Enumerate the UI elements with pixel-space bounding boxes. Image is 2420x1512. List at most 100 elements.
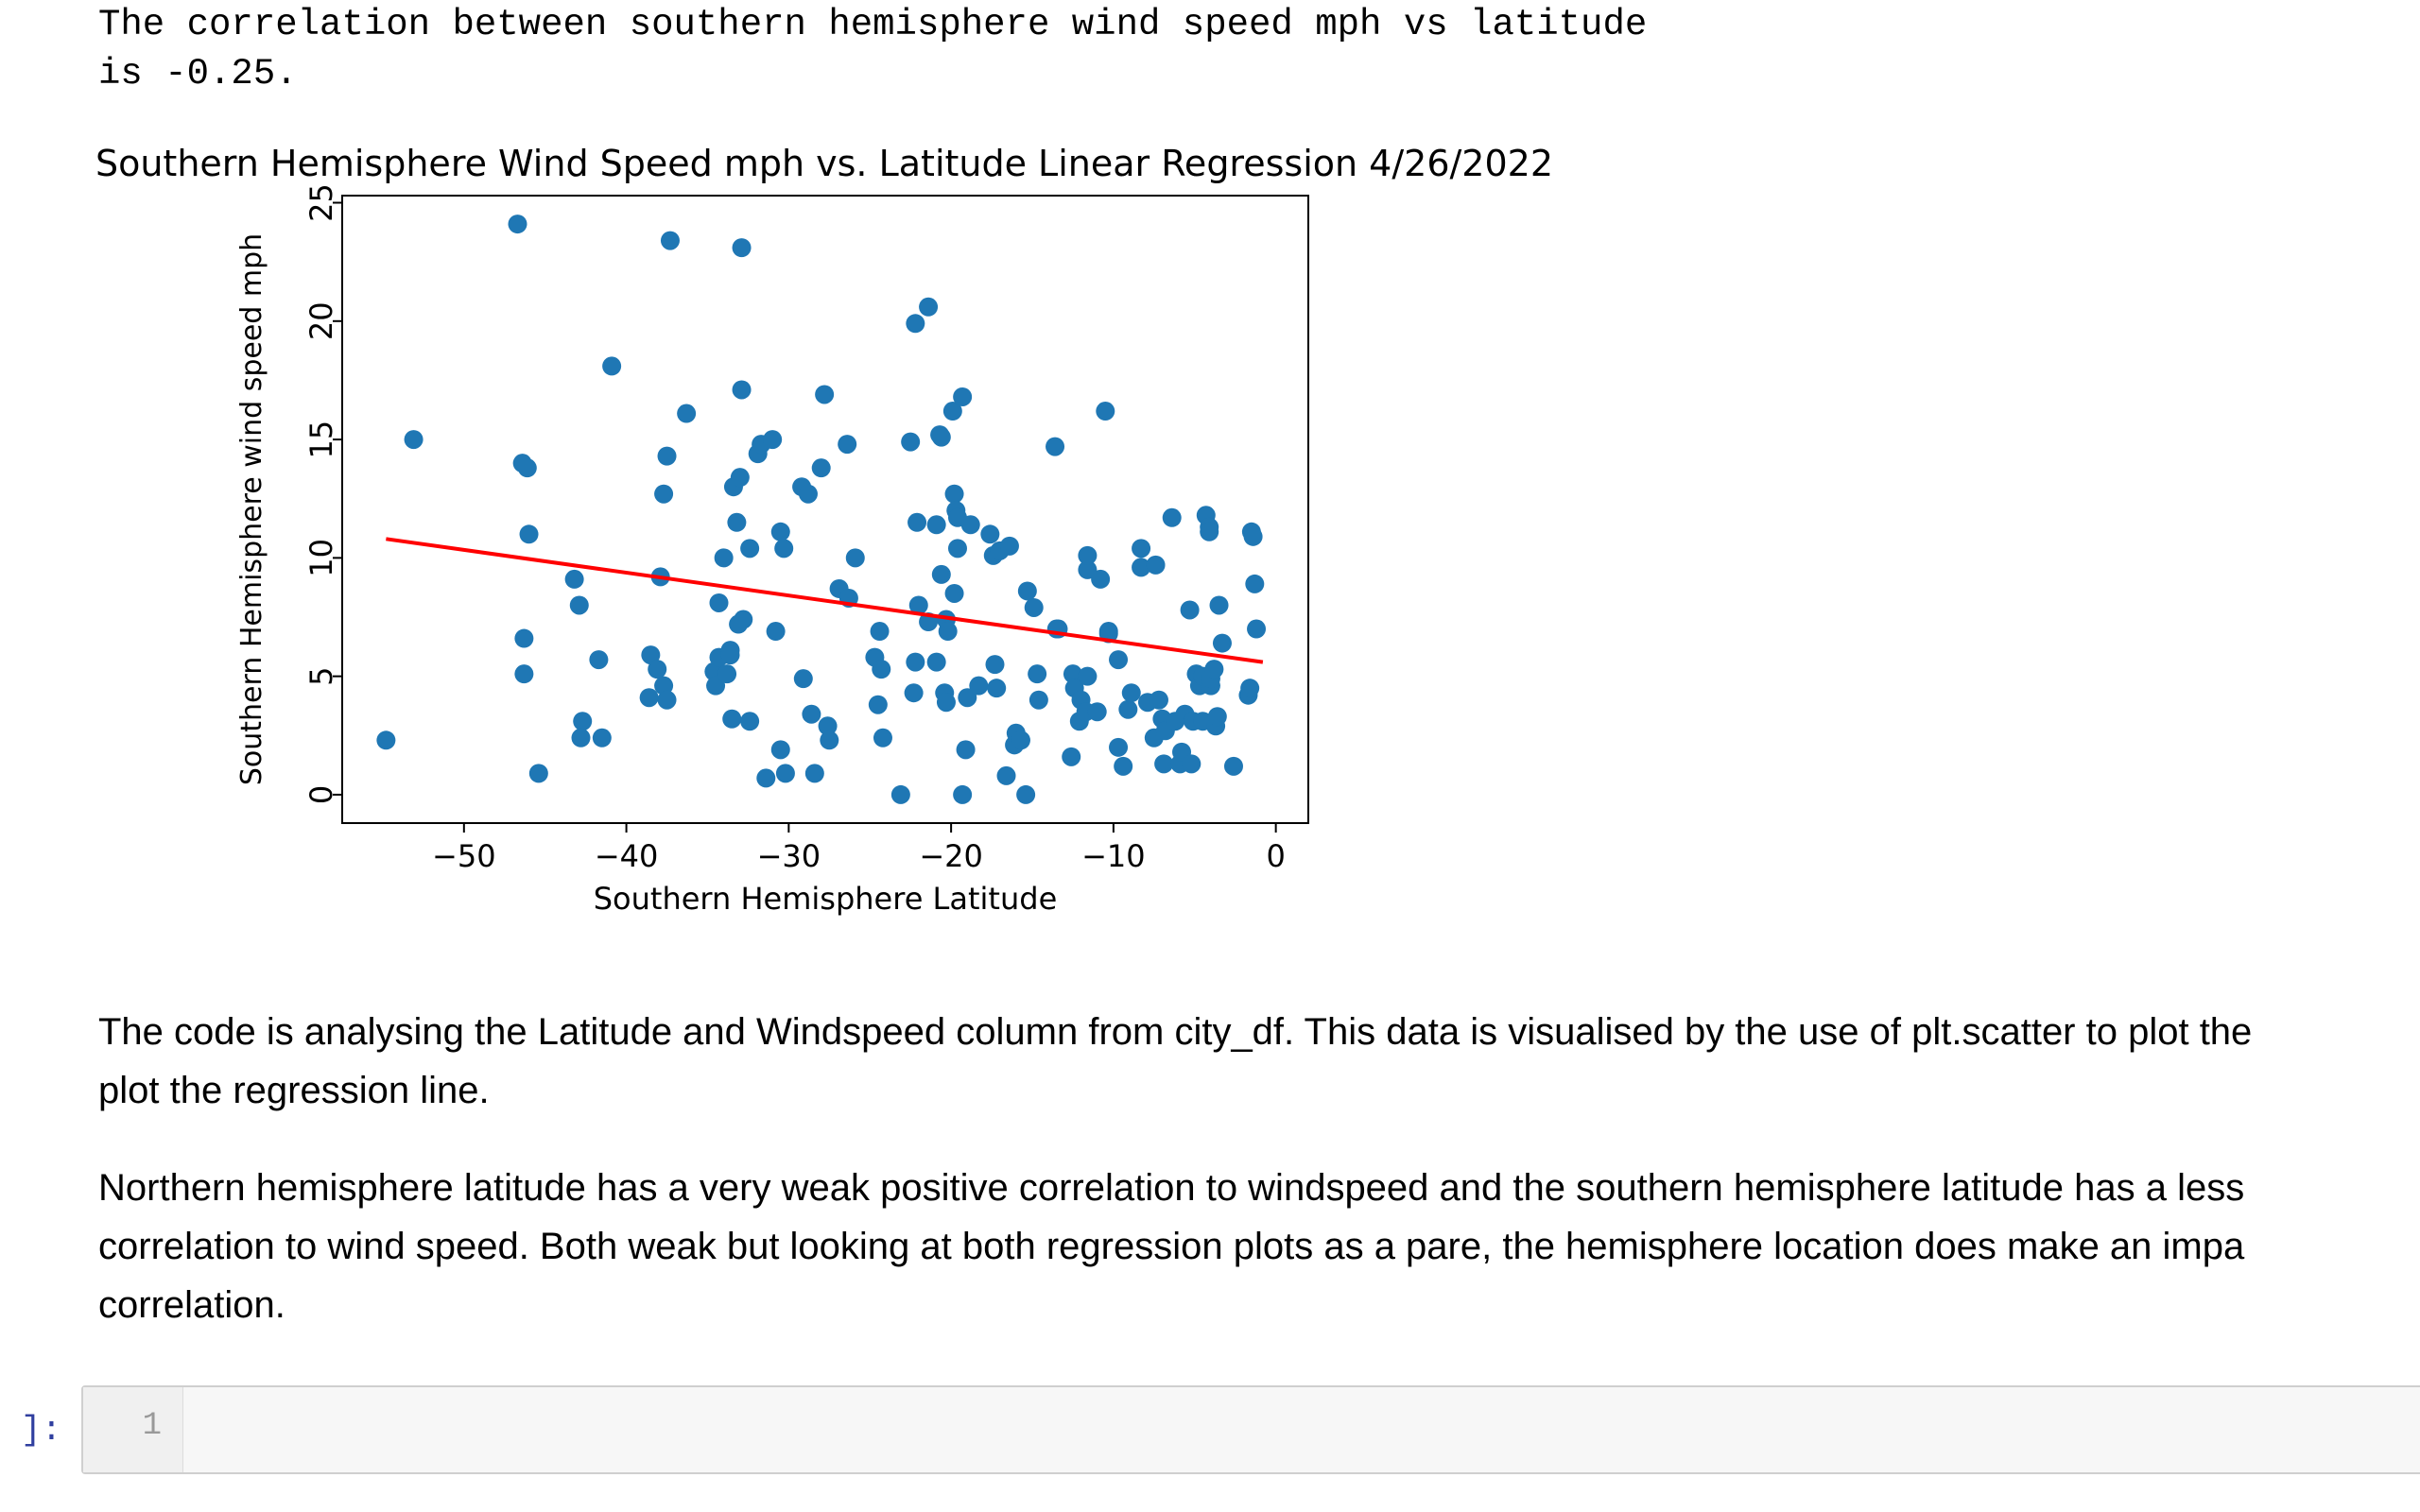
x-tick-label: −50 <box>432 838 496 874</box>
y-tick-label: 25 <box>303 183 339 222</box>
x-axis-label: Southern Hemisphere Latitude <box>594 881 1058 917</box>
data-point <box>660 231 680 250</box>
data-point <box>947 539 967 558</box>
data-point <box>942 402 962 421</box>
md-para2-line-3: correlation. <box>98 1284 285 1326</box>
data-point <box>1212 633 1232 653</box>
x-tick-label: −40 <box>595 838 659 874</box>
data-point <box>908 512 927 532</box>
output-line-2: is -0.25. <box>98 53 298 94</box>
data-point <box>1109 737 1129 757</box>
data-point <box>404 430 424 450</box>
x-tick-label: −30 <box>757 838 821 874</box>
data-point <box>1078 559 1098 579</box>
data-point <box>969 676 989 696</box>
data-point <box>571 728 591 747</box>
data-point <box>872 660 891 679</box>
data-point <box>1247 619 1267 639</box>
data-point <box>727 512 747 532</box>
data-point <box>639 688 659 708</box>
md-para1-line-2: plot the regression line. <box>98 1070 490 1111</box>
data-point <box>1162 507 1182 527</box>
data-point <box>677 404 697 423</box>
data-point <box>931 427 951 447</box>
data-point <box>756 768 776 788</box>
data-point <box>1146 555 1166 575</box>
data-point <box>654 484 674 504</box>
data-point <box>732 380 752 400</box>
data-point <box>706 676 726 696</box>
plot-layer <box>376 215 1267 804</box>
data-point <box>793 669 813 689</box>
data-point <box>1240 679 1260 698</box>
data-point <box>1121 683 1141 703</box>
data-point <box>1132 558 1151 577</box>
cell-output-text: The correlation between southern hemisph… <box>98 0 1647 98</box>
x-tick-label: 0 <box>1266 838 1285 874</box>
data-point <box>592 728 612 747</box>
data-point <box>1028 690 1048 710</box>
data-point <box>519 524 539 544</box>
data-point <box>1180 600 1200 620</box>
data-point <box>908 595 928 615</box>
data-point <box>766 622 786 642</box>
data-point <box>944 583 964 603</box>
data-point <box>1091 569 1111 589</box>
data-point <box>815 385 835 404</box>
data-point <box>717 664 737 684</box>
data-point <box>514 628 534 648</box>
data-point <box>1114 756 1133 776</box>
data-point <box>1132 539 1151 558</box>
data-point <box>1011 730 1030 750</box>
data-point <box>953 784 973 804</box>
data-point <box>528 764 548 783</box>
md-para2-line-1: Northern hemisphere latitude has a very … <box>98 1167 2245 1209</box>
data-point <box>514 664 534 684</box>
data-point <box>564 569 584 589</box>
data-point <box>376 730 396 750</box>
data-point <box>1024 597 1044 617</box>
data-point <box>987 679 1007 698</box>
code-editor[interactable] <box>185 1387 2420 1472</box>
regression-line <box>386 537 1264 664</box>
data-point <box>1016 784 1036 804</box>
data-point <box>641 645 661 665</box>
data-point <box>508 215 527 234</box>
data-point <box>996 765 1016 785</box>
data-point <box>944 484 964 504</box>
data-point <box>798 484 818 504</box>
data-point <box>1028 664 1047 684</box>
data-point <box>802 704 821 724</box>
code-cell[interactable]: 1 <box>81 1385 2420 1474</box>
data-point <box>980 524 1000 544</box>
md-para2-line-2: correlation to wind speed. Both weak but… <box>98 1226 2245 1267</box>
x-tick-label: −20 <box>919 838 983 874</box>
data-point <box>818 716 838 736</box>
axis-layer: −50 −40 −30 −20 −10 0 0 5 10 15 20 25 <box>303 183 1286 874</box>
data-point <box>709 593 729 612</box>
data-point <box>938 622 958 642</box>
data-point <box>1078 666 1098 686</box>
data-point <box>845 548 865 568</box>
data-point <box>1149 690 1168 710</box>
data-point <box>1118 699 1138 719</box>
data-point <box>960 515 980 535</box>
data-point <box>931 564 951 584</box>
data-point <box>770 522 790 541</box>
data-point <box>1204 660 1224 679</box>
plot-frame <box>341 195 1309 824</box>
data-point <box>1223 756 1243 776</box>
data-point <box>811 458 831 478</box>
y-tick-label: 20 <box>303 301 339 340</box>
data-point <box>1046 437 1065 456</box>
y-axis-label: Southern Hemisphere wind speed mph <box>235 233 268 785</box>
data-point <box>873 728 892 747</box>
data-point <box>1245 574 1265 593</box>
data-point <box>804 764 824 783</box>
data-point <box>820 730 839 750</box>
data-point <box>1017 581 1037 601</box>
data-point <box>926 652 946 672</box>
data-point <box>1182 754 1201 774</box>
data-point <box>870 622 890 642</box>
scatter-chart: Southern Hemisphere Wind Speed mph vs. L… <box>95 143 1553 917</box>
